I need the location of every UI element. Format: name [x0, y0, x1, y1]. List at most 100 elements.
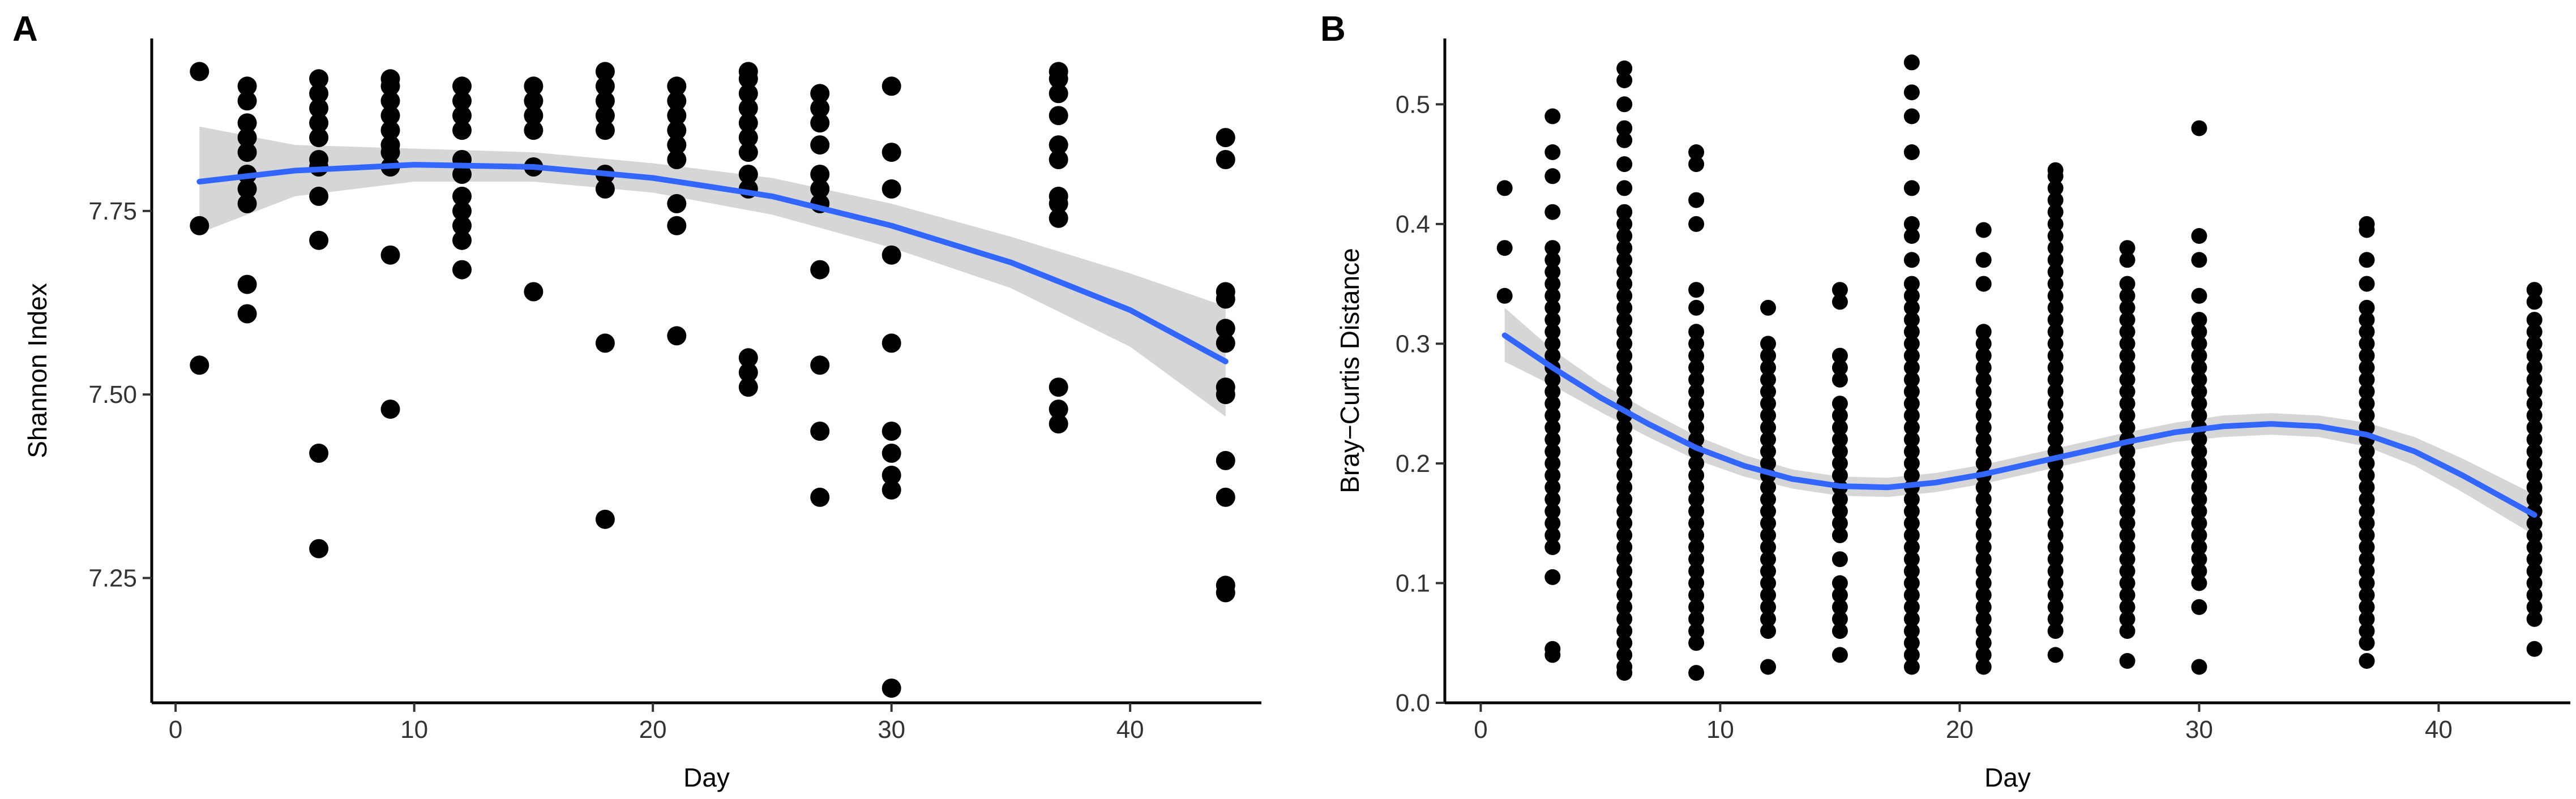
b-point-day27-9 [2119, 359, 2136, 376]
a-point-day1-2 [190, 355, 209, 375]
b-point-day18-10 [1903, 299, 1920, 316]
b-point-day27-11 [2119, 384, 2136, 400]
b-point-day6-46 [1616, 665, 1633, 681]
b-point-day15-7 [1832, 419, 1848, 436]
b-x-tick-label-40: 40 [2425, 716, 2453, 744]
b-point-day37-4 [2359, 299, 2375, 316]
b-point-day44-15 [2526, 467, 2543, 484]
a-fit-line [196, 162, 1229, 364]
b-point-day27-17 [2119, 455, 2136, 471]
a-point-day37-3 [1049, 106, 1068, 126]
a-point-day30-4 [882, 333, 901, 353]
a-point-day27-9 [810, 422, 830, 441]
b-point-day44-6 [2526, 359, 2543, 376]
b-point-day44-12 [2526, 431, 2543, 448]
b-point-day6-11 [1616, 252, 1633, 268]
b-point-day3-15 [1544, 371, 1561, 388]
b-point-day21-12 [1975, 431, 1992, 448]
b-point-day9-9 [1688, 359, 1705, 376]
b-point-day12-1 [1760, 336, 1776, 352]
a-x-ticks: 0 10 20 30 40 [169, 703, 1144, 744]
b-point-day37-19 [2359, 479, 2375, 496]
b-y-tick-label-0.4: 0.4 [1396, 211, 1430, 238]
b-point-day6-13 [1616, 276, 1633, 292]
b-point-day21-10 [1975, 407, 1992, 424]
b-point-day24-32 [2047, 539, 2064, 555]
b-point-day18-37 [1903, 623, 1920, 639]
b-point-day12-8 [1760, 419, 1776, 436]
b-point-day18-39 [1903, 647, 1920, 663]
b-point-day24-6 [2047, 228, 2064, 244]
b-point-day18-0 [1903, 54, 1920, 71]
b-point-day9-26 [1688, 563, 1705, 579]
b-point-day15-0 [1832, 282, 1848, 298]
b-point-day44-16 [2526, 479, 2543, 496]
b-point-day44-21 [2526, 539, 2543, 555]
b-point-day37-29 [2359, 599, 2375, 615]
a-x-tick-label-10: 10 [400, 716, 428, 744]
b-point-day9-1 [1688, 156, 1705, 173]
b-point-day27-19 [2119, 479, 2136, 496]
b-point-day3-8 [1544, 287, 1561, 304]
b-x-axis-title: Day [1984, 763, 2031, 792]
a-point-day12-5 [452, 165, 472, 184]
b-point-day3-11 [1544, 324, 1561, 340]
b-point-day12-20 [1760, 563, 1776, 579]
b-point-day9-29 [1688, 599, 1705, 615]
b-point-day27-13 [2119, 407, 2136, 424]
b-point-day9-18 [1688, 467, 1705, 484]
b-point-day44-27 [2526, 611, 2543, 627]
a-point-day12-2 [452, 106, 472, 126]
a-point-day30-5 [882, 422, 901, 441]
b-point-day37-21 [2359, 503, 2375, 519]
b-point-day21-17 [1975, 491, 1992, 508]
b-x-tick-label-30: 30 [2185, 716, 2213, 744]
a-point-day27-7 [810, 260, 830, 280]
b-point-day30-22 [2191, 527, 2207, 543]
a-point-day12-3 [452, 121, 472, 140]
b-point-day18-23 [1903, 455, 1920, 471]
b-point-day15-6 [1832, 407, 1848, 424]
b-point-day6-39 [1616, 587, 1633, 603]
a-point-day1-1 [190, 216, 209, 235]
b-point-day30-11 [2191, 396, 2207, 412]
b-point-day27-21 [2119, 503, 2136, 519]
a-point-day9-4 [380, 121, 400, 140]
panel-b: B 0 10 20 30 40 0.0 0.1 0.2 0.3 0.4 0.5 Day Bray−… [1320, 10, 2570, 792]
a-point-day44-11 [1216, 583, 1235, 603]
b-point-day6-0 [1616, 60, 1633, 76]
a-point-day44-8 [1216, 450, 1235, 470]
b-point-day9-17 [1688, 455, 1705, 471]
b-point-day27-27 [2119, 575, 2136, 591]
b-point-day27-28 [2119, 587, 2136, 603]
b-point-day27-22 [2119, 515, 2136, 531]
b-point-day27-10 [2119, 371, 2136, 388]
a-point-day12-1 [452, 91, 472, 111]
b-point-day44-24 [2526, 575, 2543, 591]
b-point-day30-27 [2191, 599, 2207, 615]
b-point-day6-38 [1616, 575, 1633, 591]
b-point-day21-26 [1975, 599, 1992, 615]
b-point-day9-28 [1688, 587, 1705, 603]
b-point-day37-7 [2359, 336, 2375, 352]
a-point-day27-1 [810, 98, 830, 118]
a-point-day3-8 [237, 274, 257, 294]
b-point-day15-16 [1832, 527, 1848, 543]
b-point-day44-1 [2526, 294, 2543, 310]
b-point-day12-24 [1760, 611, 1776, 627]
a-point-day37-10 [1049, 400, 1068, 419]
b-point-day21-1 [1975, 252, 1992, 268]
a-point-day18-7 [595, 333, 615, 353]
b-point-day12-9 [1760, 431, 1776, 448]
b-point-day15-15 [1832, 515, 1848, 531]
b-fit-line-group [1501, 332, 2538, 518]
b-point-day24-21 [2047, 407, 2064, 424]
a-point-day24-1 [738, 69, 758, 89]
b-point-day24-26 [2047, 467, 2064, 484]
a-point-day30-2 [882, 179, 901, 199]
b-point-day30-5 [2191, 324, 2207, 340]
a-point-day44-3 [1216, 289, 1235, 309]
b-point-day37-28 [2359, 587, 2375, 603]
b-point-day6-2 [1616, 96, 1633, 113]
b-point-day27-4 [2119, 299, 2136, 316]
